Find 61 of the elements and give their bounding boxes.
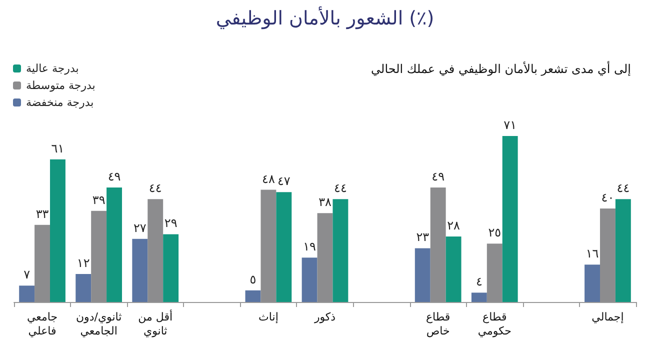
data-label: ٢٣ <box>416 230 430 244</box>
x-tick-label: جامعي فاعلي <box>27 310 58 338</box>
legend-label: بدرجة منخفضة <box>26 96 94 109</box>
data-label: ٧ <box>24 268 31 282</box>
data-label: ٤٩ <box>108 169 121 184</box>
bar <box>106 187 122 302</box>
bar <box>471 292 487 302</box>
data-label: ٢٥ <box>488 226 502 240</box>
bar <box>163 234 179 302</box>
x-tick-label: إجمالي <box>592 310 624 324</box>
legend-label: بدرجة عالية <box>26 62 79 75</box>
data-label: ٤ <box>476 274 482 289</box>
data-label: ٥ <box>250 272 256 286</box>
data-label: ٤٩ <box>432 169 445 184</box>
bar <box>148 199 164 302</box>
data-label: ٢٧ <box>133 220 147 235</box>
bar <box>34 224 50 302</box>
bar <box>91 210 107 302</box>
bar <box>332 199 348 302</box>
x-tick-label: إناث <box>258 310 278 324</box>
x-tick-label: قطاع حكومي <box>478 310 512 338</box>
bar <box>615 199 631 302</box>
data-label: ٤٤ <box>148 181 162 196</box>
bar <box>132 238 148 302</box>
data-label: ٤٧ <box>277 174 291 188</box>
data-label: ٢٩ <box>164 216 178 230</box>
data-label: ١٩ <box>303 240 316 254</box>
data-label: ٤٤ <box>334 181 347 196</box>
data-label: ٦١ <box>51 141 64 156</box>
legend-label: بدرجة متوسطة <box>26 79 96 92</box>
x-tick-label: قطاع خاص <box>426 310 450 338</box>
bar <box>502 136 518 302</box>
bar <box>446 236 462 302</box>
bar <box>19 286 35 302</box>
data-label: ٢٨ <box>447 218 461 233</box>
data-label: ١٦ <box>586 246 599 261</box>
chart-subtitle: إلى أي مدى تشعر بالأمان الوظيفي في عملك الحالي <box>371 61 631 76</box>
x-tick-label: ذكور <box>313 310 336 324</box>
data-label: ١٢ <box>76 256 90 270</box>
chart-title: الشعور بالأمان الوظيفي (٪) <box>216 6 434 30</box>
bar <box>584 264 600 302</box>
x-tick-label: ثانوي/دون الجامعي <box>76 310 122 338</box>
data-label: ٤٨ <box>262 172 276 186</box>
data-label: ٧١ <box>504 118 517 132</box>
bar <box>414 248 430 302</box>
data-label: ٣٨ <box>318 195 332 210</box>
bar <box>486 244 502 302</box>
x-tick-label: أقل من ثانوي <box>138 310 173 338</box>
data-label: ٤٠ <box>601 190 614 204</box>
data-label: ٣٣ <box>36 206 50 221</box>
bar <box>76 274 92 302</box>
bar <box>276 192 292 302</box>
bar <box>302 258 318 302</box>
data-label: ٤٤ <box>616 181 630 196</box>
bar <box>317 213 333 302</box>
data-label: ٣٩ <box>92 192 106 207</box>
bar <box>245 290 261 302</box>
bar <box>50 159 66 302</box>
bar <box>260 190 276 302</box>
bar <box>430 187 446 302</box>
bar <box>600 208 616 302</box>
